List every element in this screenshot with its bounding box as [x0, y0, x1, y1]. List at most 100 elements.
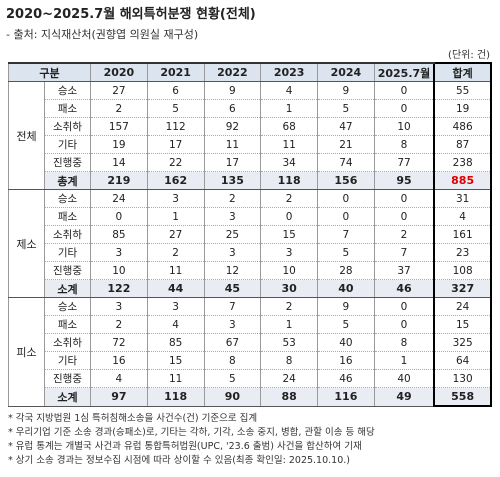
total-row: 소계 122 44 45 30 40 46 327 — [9, 279, 492, 298]
cell: 10 — [373, 117, 435, 136]
total-row: 총계 219 162 135 118 156 95 885 — [9, 171, 492, 190]
cell: 7 — [317, 225, 375, 244]
cell: 67 — [203, 333, 262, 352]
cell: 3 — [260, 243, 318, 262]
cell: 90 — [203, 387, 262, 407]
cell: 45 — [203, 279, 262, 298]
cell: 1 — [146, 207, 205, 226]
group-label: 피소 — [8, 297, 45, 407]
cell: 108 — [433, 261, 492, 280]
cell: 1 — [260, 99, 318, 118]
cell: 88 — [260, 387, 318, 407]
row: 기타 3 2 3 3 5 7 23 — [9, 243, 492, 262]
row: 패소 2 4 3 1 5 0 15 — [9, 315, 492, 334]
cell: 5 — [203, 369, 262, 388]
cell: 85 — [90, 225, 148, 244]
cell: 7 — [373, 243, 435, 262]
cell: 46 — [373, 279, 435, 298]
row-label: 승소 — [44, 297, 91, 316]
total-row: 소계 97 118 90 88 116 49 558 — [9, 387, 492, 407]
cell: 16 — [317, 351, 375, 370]
row-label: 소계 — [44, 279, 91, 298]
cell: 46 — [317, 369, 375, 388]
cell: 10 — [90, 261, 148, 280]
cell: 162 — [146, 171, 205, 190]
row-label: 승소 — [44, 189, 91, 208]
cell: 68 — [260, 117, 318, 136]
cell: 6 — [146, 81, 205, 100]
cell: 10 — [260, 261, 318, 280]
note: * 유럽 통계는 개별국 사건과 유럽 통합특허법원(UPC, '23.6 출범… — [8, 441, 362, 452]
row: 소취하 72 85 67 53 40 8 325 — [9, 333, 492, 352]
cell: 2 — [90, 99, 148, 118]
cell: 2 — [373, 225, 435, 244]
header-row: 구분 2020 2021 2022 2023 2024 2025.7월 합계 — [8, 62, 492, 82]
cell: 17 — [203, 153, 262, 172]
data-table: 구분 2020 2021 2022 2023 2024 2025.7월 합계 전체 승소 27 6 9… — [8, 62, 492, 407]
cell: 3 — [90, 243, 148, 262]
cell: 15 — [433, 315, 492, 334]
cell: 3 — [146, 297, 205, 316]
cell: 130 — [433, 369, 492, 388]
cell: 5 — [317, 99, 375, 118]
cell: 85 — [146, 333, 205, 352]
unit: (단위: 건) — [448, 50, 490, 61]
table-body: 전체 승소 27 6 9 4 9 0 55 패소 2 5 6 1 5 0 19 소취하 157 112 92 68 47 10… — [8, 81, 492, 407]
row: 패소 0 1 3 0 0 0 4 — [9, 207, 492, 226]
row: 기타 19 17 11 11 21 8 87 — [9, 135, 492, 154]
cell: 5 — [317, 243, 375, 262]
row: 진행중 4 11 5 24 46 40 130 — [9, 369, 492, 388]
cell: 9 — [203, 81, 262, 100]
cell: 219 — [90, 171, 148, 190]
cell: 19 — [433, 99, 492, 118]
cell: 40 — [373, 369, 435, 388]
row-label: 소취하 — [44, 225, 91, 244]
row-label: 소계 — [44, 387, 91, 407]
cell: 0 — [317, 189, 375, 208]
cell: 15 — [260, 225, 318, 244]
cell: 6 — [203, 99, 262, 118]
cell: 5 — [317, 315, 375, 334]
title: 2020~2025.7월 해외특허분쟁 현황(전체) — [6, 7, 256, 22]
cell: 11 — [260, 135, 318, 154]
cell: 885 — [433, 171, 492, 190]
cell: 0 — [373, 315, 435, 334]
cell: 558 — [433, 387, 492, 407]
cell: 17 — [146, 135, 205, 154]
cell: 22 — [146, 153, 205, 172]
notes: * 각국 지방법원 1심 특허침해소송을 사건수(건) 기준으로 집계 * 우리기… — [8, 412, 375, 468]
row-label: 기타 — [44, 135, 91, 154]
cell: 0 — [373, 207, 435, 226]
cell: 118 — [146, 387, 205, 407]
row-label: 총계 — [44, 171, 91, 190]
cell: 72 — [90, 333, 148, 352]
cell: 40 — [317, 333, 375, 352]
cell: 3 — [146, 189, 205, 208]
row-label: 패소 — [44, 315, 91, 334]
cell: 24 — [260, 369, 318, 388]
cell: 92 — [203, 117, 262, 136]
cell: 1 — [373, 351, 435, 370]
header-cell: 구분 — [8, 62, 91, 82]
cell: 8 — [260, 351, 318, 370]
cell: 47 — [317, 117, 375, 136]
cell: 12 — [203, 261, 262, 280]
cell: 2 — [203, 189, 262, 208]
cell: 2 — [260, 189, 318, 208]
cell: 9 — [317, 81, 375, 100]
cell: 15 — [146, 351, 205, 370]
note: * 상기 소송 경과는 정보수집 시점에 따라 상이할 수 있음(최종 확인일:… — [8, 455, 350, 466]
cell: 3 — [203, 207, 262, 226]
cell: 0 — [373, 297, 435, 316]
cell: 49 — [373, 387, 435, 407]
cell: 486 — [433, 117, 492, 136]
cell: 30 — [260, 279, 318, 298]
cell: 55 — [433, 81, 492, 100]
cell: 0 — [373, 81, 435, 100]
cell: 238 — [433, 153, 492, 172]
header-cell: 2024 — [317, 62, 375, 82]
group-label: 제소 — [8, 189, 45, 298]
cell: 0 — [90, 207, 148, 226]
cell: 0 — [260, 207, 318, 226]
cell: 2 — [90, 315, 148, 334]
